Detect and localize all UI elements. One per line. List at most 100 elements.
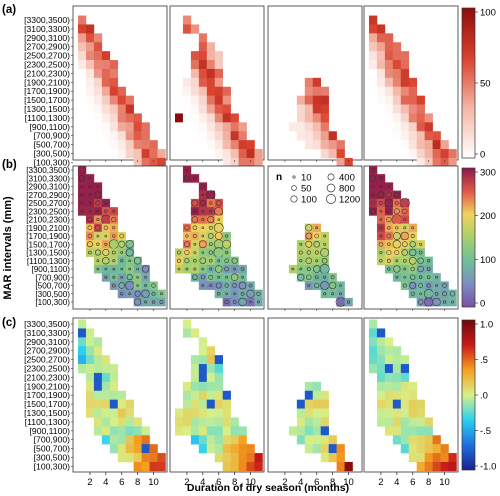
cell: [392, 231, 402, 241]
cell: [182, 264, 192, 274]
cell: [85, 381, 95, 392]
cell: [424, 113, 433, 123]
cell: [416, 444, 425, 454]
cell: [198, 426, 208, 436]
sample-size-marker: [112, 259, 116, 263]
y-tick-label: [2500,2700): [24, 355, 70, 365]
sample-size-marker: [410, 274, 416, 280]
cell: [376, 399, 386, 409]
cell: [336, 140, 345, 150]
cell: [320, 231, 329, 241]
cell: [117, 453, 126, 463]
cell: [117, 248, 126, 257]
sample-size-marker: [193, 242, 197, 246]
sample-size-marker: [96, 217, 100, 222]
cell: [432, 297, 441, 307]
panel-label-b: (b): [2, 159, 17, 171]
cell: [296, 240, 306, 249]
sample-size-marker: [126, 274, 133, 281]
sample-size-marker: [185, 267, 189, 271]
cell: [392, 364, 402, 374]
cell: [117, 426, 126, 436]
cell: [190, 223, 200, 233]
cell: [320, 140, 329, 150]
sample-size-marker: [159, 300, 164, 304]
cell: [320, 122, 329, 132]
cell: [157, 453, 166, 463]
cell: [85, 364, 95, 374]
cell: [238, 157, 247, 168]
cell: [400, 444, 410, 454]
sample-size-marker: [241, 275, 244, 279]
y-tick-label: [2700,2900): [24, 346, 70, 356]
cell: [222, 240, 231, 249]
sample-size-marker: [128, 259, 131, 263]
cell: [376, 390, 386, 400]
cell: [432, 444, 441, 454]
sample-size-marker: [87, 216, 93, 223]
cell: [198, 281, 208, 290]
cell: [182, 328, 192, 338]
sample-size-marker: [151, 283, 156, 288]
cell: [198, 390, 208, 400]
cell: [238, 281, 247, 290]
sample-size-marker: [233, 267, 236, 271]
cell: [254, 157, 263, 168]
sample-size-marker: [208, 225, 213, 230]
cell: [369, 182, 378, 191]
cell: [117, 390, 126, 400]
sample-size-marker: [201, 284, 205, 287]
cell: [206, 68, 216, 79]
cell: [198, 364, 208, 374]
sample-size-marker: [191, 216, 199, 223]
cell: [93, 337, 103, 347]
cell: [109, 77, 119, 88]
y-tick-label: [900,1100): [31, 265, 70, 274]
cell: [141, 264, 150, 274]
cell: [175, 417, 184, 427]
y-tick-label: [1900,2100): [26, 224, 70, 233]
sample-size-marker: [240, 267, 245, 271]
cell: [320, 273, 329, 282]
sample-size-marker: [225, 292, 228, 296]
cell: [376, 355, 386, 365]
cell: [448, 289, 457, 299]
panel-label-c: (c): [2, 317, 16, 329]
cell: [392, 346, 402, 356]
cell: [78, 33, 87, 43]
cell: [408, 444, 417, 454]
cell: [408, 281, 417, 290]
sample-size-marker: [442, 300, 447, 304]
cell: [117, 289, 126, 299]
cell: [190, 122, 200, 132]
cell: [230, 273, 239, 282]
sample-size-marker: [120, 251, 124, 254]
sample-size-marker: [184, 258, 190, 264]
cell: [85, 231, 95, 241]
sample-size-marker: [426, 267, 431, 271]
cell: [109, 281, 119, 290]
cell: [101, 231, 111, 241]
x-tick-label: 4: [394, 477, 399, 488]
cell: [304, 408, 314, 418]
cell: [336, 281, 345, 290]
cell: [85, 104, 95, 114]
cell: [206, 113, 216, 123]
cell: [440, 140, 449, 150]
cell: [198, 240, 208, 249]
cell: [384, 223, 394, 233]
cell: [320, 264, 329, 274]
cell: [117, 140, 126, 150]
cell: [432, 157, 441, 168]
cell: [93, 198, 103, 208]
cell: [182, 24, 192, 34]
cell: [182, 426, 192, 436]
cell: [384, 60, 394, 70]
cell: [206, 346, 216, 356]
sample-size-marker: [217, 275, 221, 279]
cell: [328, 131, 337, 141]
sample-size-marker: [184, 249, 190, 256]
sample-size-marker: [306, 274, 312, 280]
sample-size-marker: [402, 258, 407, 263]
cell: [312, 264, 321, 274]
